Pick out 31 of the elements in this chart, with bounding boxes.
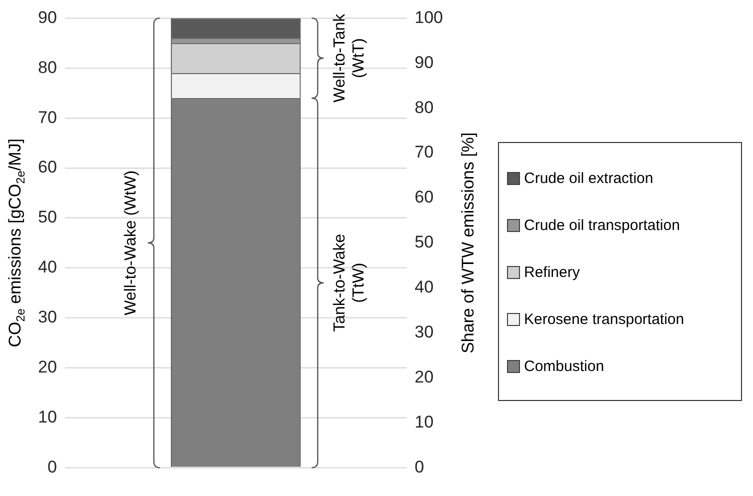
y-tick-label: 90 xyxy=(38,8,57,27)
y2-tick-label: 100 xyxy=(414,8,444,27)
y-tick-label: 60 xyxy=(38,158,57,177)
legend-label: Crude oil transportation xyxy=(524,217,680,234)
y2-tick-label: 50 xyxy=(414,232,434,252)
y-tick-label: 20 xyxy=(38,357,57,376)
legend-label: Refinery xyxy=(524,264,580,281)
y-tick-label: 0 xyxy=(47,457,57,476)
y2-tick-label: 60 xyxy=(414,188,434,207)
y-tick-label: 70 xyxy=(38,108,57,127)
text: Well-to-Wake (WtW) xyxy=(122,170,140,316)
y-tick-label: 10 xyxy=(38,407,57,426)
y2-tick-label: 40 xyxy=(414,278,434,297)
legend-label: Crude oil extraction xyxy=(524,170,654,187)
y2-tick-label: 70 xyxy=(414,142,434,162)
text: Tank-to-Wake (TtW) xyxy=(332,234,368,332)
text: Well-to-Tank (WtT) xyxy=(332,12,368,102)
y-tick-label: 80 xyxy=(38,58,57,77)
y-axis-title: CO2e emissions [gCO2e/MJ] xyxy=(6,138,28,348)
y-tick-label: 40 xyxy=(38,258,57,277)
y2-tick-label: 90 xyxy=(414,52,434,72)
y2-tick-label: 30 xyxy=(414,322,434,342)
y2-tick-label: 20 xyxy=(414,367,434,386)
y-tick-label: 50 xyxy=(38,208,57,227)
y2-tick-label: 80 xyxy=(414,98,434,117)
y2-tick-label: 0 xyxy=(414,457,424,476)
y-tick-label: 30 xyxy=(38,307,57,326)
legend-label: Kerosene transportation xyxy=(524,311,684,328)
text: Combustion xyxy=(524,358,604,375)
y2-axis-title: Share of WTW emissions [%] xyxy=(458,132,478,354)
y2-tick-label: 10 xyxy=(414,412,434,432)
